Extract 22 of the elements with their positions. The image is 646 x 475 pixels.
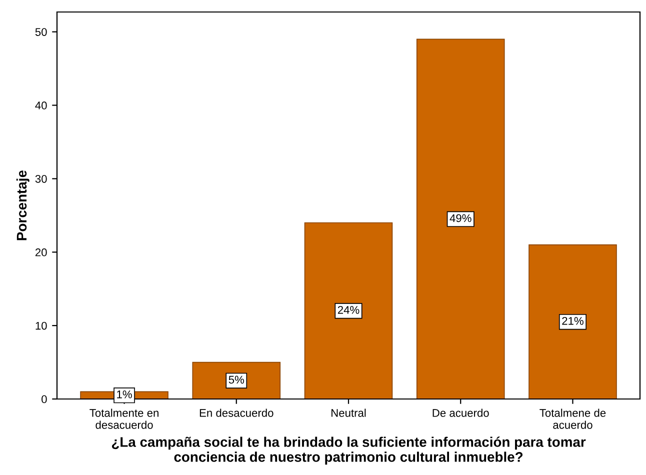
- bar: [528, 244, 617, 399]
- bar: [304, 222, 393, 399]
- bar: [416, 38, 505, 399]
- x-tick-label: Totalmente en desacuerdo: [90, 408, 158, 429]
- x-tick-label: Neutral: [332, 408, 366, 417]
- data-label: 49%: [450, 214, 472, 222]
- data-label: 24%: [338, 306, 360, 314]
- y-tick-label: 20: [35, 248, 47, 256]
- y-tick-label: 0: [42, 395, 47, 404]
- y-tick-label: 50: [35, 28, 47, 36]
- x-tick-label: De acuerdo: [432, 408, 489, 417]
- x-tick-label: En desacuerdo: [200, 408, 274, 417]
- y-tick-label: 30: [35, 174, 47, 183]
- y-axis-title: Porcentaje: [16, 170, 30, 240]
- x-axis-title: ¿La campaña social te ha brindado la suficiente información para tomar conciencia de nuestro patrimonio cultural inmueble?: [112, 436, 586, 465]
- y-tick-label: 40: [35, 102, 47, 110]
- x-tick-label: Totalmene de acuerdo: [540, 408, 606, 429]
- bar: [192, 362, 281, 399]
- data-label: 1%: [117, 390, 132, 398]
- y-tick-label: 10: [36, 322, 47, 330]
- data-label: 21%: [562, 317, 584, 325]
- data-label: 5%: [228, 376, 244, 384]
